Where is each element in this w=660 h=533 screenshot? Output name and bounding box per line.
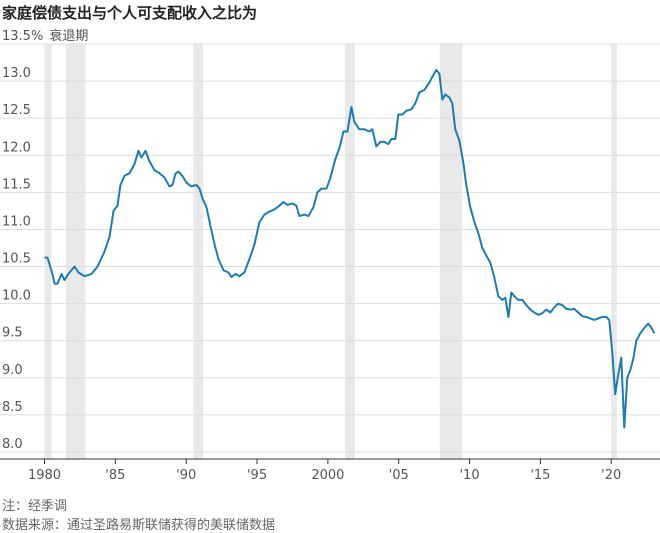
x-tick-label: 2000 [311, 468, 344, 483]
source: 数据来源：通过圣路易斯联储获得的美联储数据 [2, 517, 275, 533]
recession-band [193, 44, 204, 459]
y-tick-label: 11.0 [2, 214, 31, 229]
grid [0, 43, 660, 453]
x-tick-label: '95 [247, 468, 267, 483]
y-tick-label: 11.5 [2, 177, 31, 192]
recession-bands [44, 44, 617, 459]
x-tick-label: '90 [176, 468, 196, 483]
x-tick-label: '05 [389, 468, 409, 483]
y-tick-label: 9.5 [2, 326, 23, 341]
y-tick-label: 12.5 [2, 103, 31, 118]
recession-band [65, 44, 86, 459]
note: 注：经季调 [2, 499, 67, 514]
recession-legend: 衰退期 [49, 28, 88, 44]
recession-band [344, 44, 355, 459]
recession-band [439, 44, 463, 459]
x-tick-label: '20 [601, 468, 621, 483]
chart-title: 家庭偿债支出与个人可支配收入之比为 [2, 4, 257, 22]
x-tick-label: '85 [105, 468, 125, 483]
x-tick-label: '15 [530, 468, 550, 483]
y-tick-label: 10.5 [2, 252, 31, 267]
y-tick-label: 13.5% [2, 29, 43, 44]
x-tick-label: 1980 [28, 468, 61, 483]
y-tick-label: 8.5 [2, 400, 23, 415]
y-tick-label: 12.0 [2, 140, 31, 155]
y-tick-label: 9.0 [2, 363, 23, 378]
data-line [44, 68, 656, 429]
recession-band [44, 44, 52, 459]
y-tick-label: 10.0 [2, 289, 31, 304]
recession-band [611, 44, 617, 459]
y-tick-label: 13.0 [2, 66, 31, 81]
x-tick-label: '10 [459, 468, 479, 483]
y-tick-label: 8.0 [2, 437, 23, 452]
